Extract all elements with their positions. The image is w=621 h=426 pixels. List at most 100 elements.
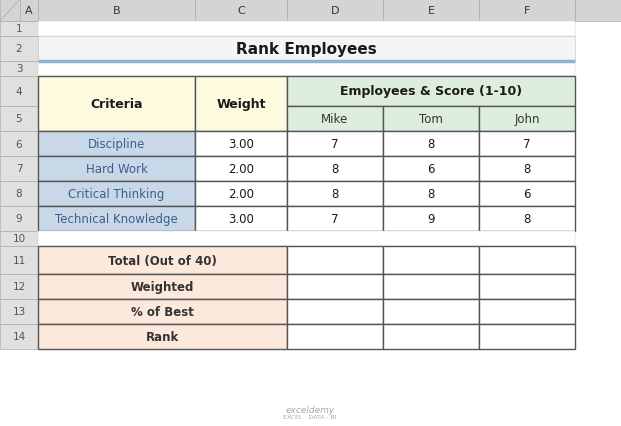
Bar — [0, 299, 38, 324]
Bar — [287, 274, 383, 299]
Bar — [38, 181, 195, 207]
Text: 6: 6 — [16, 139, 22, 149]
Text: 9: 9 — [427, 213, 435, 225]
Text: 8: 8 — [427, 138, 435, 151]
Text: 8: 8 — [16, 189, 22, 199]
Text: 3.00: 3.00 — [228, 138, 254, 151]
Bar — [287, 181, 383, 207]
Bar — [383, 132, 479, 157]
Text: Total (Out of 40): Total (Out of 40) — [108, 254, 217, 267]
Bar — [38, 207, 195, 231]
Bar — [383, 274, 479, 299]
Bar — [479, 299, 575, 324]
Text: 14: 14 — [12, 332, 25, 342]
Text: B: B — [112, 6, 120, 16]
Bar — [0, 181, 38, 207]
Bar — [479, 207, 575, 231]
Bar — [479, 274, 575, 299]
Text: F: F — [524, 6, 530, 16]
Text: % of Best: % of Best — [131, 305, 194, 318]
Bar — [287, 246, 383, 274]
Text: 2: 2 — [16, 44, 22, 55]
Bar — [383, 299, 479, 324]
Bar — [0, 246, 38, 274]
Text: 8: 8 — [524, 163, 531, 176]
Bar — [195, 181, 287, 207]
Bar — [0, 22, 38, 37]
Text: 3.00: 3.00 — [228, 213, 254, 225]
Text: Weight: Weight — [216, 98, 266, 111]
Bar — [0, 107, 38, 132]
Bar — [383, 107, 479, 132]
Text: 8: 8 — [524, 213, 531, 225]
Text: 13: 13 — [12, 307, 25, 317]
Bar — [287, 77, 575, 107]
Bar — [575, 0, 621, 22]
Bar — [38, 77, 195, 132]
Bar — [383, 207, 479, 231]
Bar — [20, 0, 38, 22]
Bar — [38, 324, 287, 349]
Bar — [383, 246, 479, 274]
Text: 3: 3 — [16, 64, 22, 74]
Bar — [38, 62, 575, 77]
Text: 2.00: 2.00 — [228, 187, 254, 201]
Bar — [38, 132, 195, 157]
Bar — [287, 324, 383, 349]
Text: Weighted: Weighted — [131, 280, 194, 294]
Bar — [383, 0, 479, 22]
Bar — [287, 132, 383, 157]
Text: EXCEL · DATA · BI: EXCEL · DATA · BI — [283, 414, 337, 420]
Text: 8: 8 — [332, 163, 338, 176]
Bar — [38, 246, 287, 274]
Text: Technical Knowledge: Technical Knowledge — [55, 213, 178, 225]
Bar — [0, 157, 38, 181]
Text: Employees & Score (1-10): Employees & Score (1-10) — [340, 85, 522, 98]
Text: Rank Employees: Rank Employees — [236, 42, 377, 57]
Bar — [0, 37, 38, 62]
Text: 4: 4 — [16, 87, 22, 97]
Bar — [479, 157, 575, 181]
Bar — [38, 37, 575, 62]
Text: 9: 9 — [16, 214, 22, 224]
Bar — [195, 157, 287, 181]
Bar — [38, 274, 287, 299]
Bar — [38, 22, 575, 37]
Text: Discipline: Discipline — [88, 138, 145, 151]
Bar — [479, 132, 575, 157]
Text: D: D — [331, 6, 339, 16]
Text: 12: 12 — [12, 282, 25, 292]
Bar — [195, 77, 287, 132]
Bar — [0, 231, 38, 246]
Bar — [195, 207, 287, 231]
Bar — [287, 157, 383, 181]
Text: Criteria: Criteria — [90, 98, 143, 111]
Text: 1: 1 — [16, 24, 22, 35]
Text: John: John — [514, 113, 540, 126]
Text: E: E — [427, 6, 435, 16]
Bar — [287, 207, 383, 231]
Text: 6: 6 — [427, 163, 435, 176]
Bar — [479, 181, 575, 207]
Bar — [479, 246, 575, 274]
Text: Hard Work: Hard Work — [86, 163, 147, 176]
Text: 11: 11 — [12, 256, 25, 265]
Bar — [38, 231, 575, 246]
Text: 6: 6 — [524, 187, 531, 201]
Bar — [479, 324, 575, 349]
Text: 7: 7 — [331, 138, 338, 151]
Text: Tom: Tom — [419, 113, 443, 126]
Bar — [287, 107, 383, 132]
Text: A: A — [25, 6, 33, 16]
Text: 10: 10 — [12, 234, 25, 244]
Text: 7: 7 — [524, 138, 531, 151]
Bar — [0, 62, 38, 77]
Text: 2.00: 2.00 — [228, 163, 254, 176]
Bar — [287, 0, 383, 22]
Bar — [0, 274, 38, 299]
Bar — [383, 181, 479, 207]
Text: Mike: Mike — [322, 113, 348, 126]
Text: 8: 8 — [332, 187, 338, 201]
Text: C: C — [237, 6, 245, 16]
Bar — [0, 0, 38, 22]
